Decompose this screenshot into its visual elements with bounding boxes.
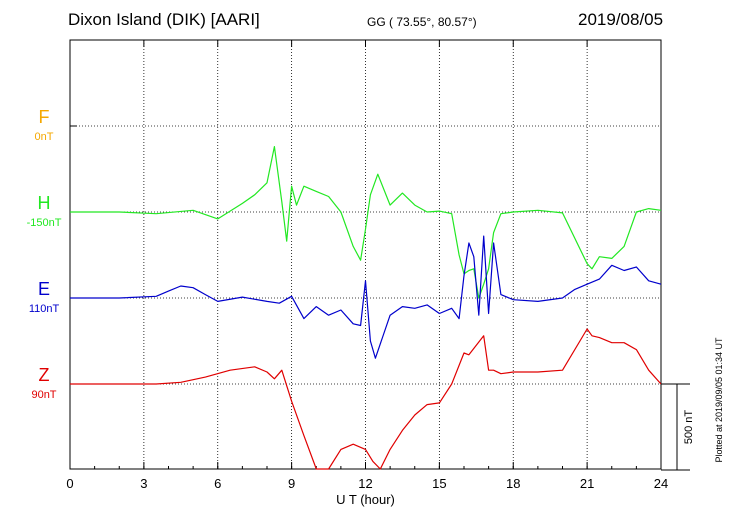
x-tick-label: 0	[66, 476, 73, 491]
series-line-z	[70, 328, 662, 470]
station-title: Dixon Island (DIK) [AARI]	[68, 10, 260, 29]
plot-frame	[69, 39, 662, 470]
series-offset-h: -150nT	[27, 217, 62, 229]
series-line-e	[70, 235, 662, 359]
series-offset-e: 110nT	[29, 303, 60, 315]
series-offset-z: 90nT	[31, 389, 56, 401]
x-tick-label: 6	[214, 476, 221, 491]
x-tick-label: 24	[654, 476, 668, 491]
horizontal-grid	[70, 125, 661, 385]
x-tick-label: 3	[140, 476, 147, 491]
series-name-z: Z	[39, 365, 50, 385]
x-tick-labels: 0 3 6 9 12 15 18 21 24	[66, 476, 668, 491]
geo-coordinates: GG ( 73.55°, 80.57°)	[367, 15, 477, 29]
vertical-grid	[143, 40, 588, 469]
x-tick-label: 18	[506, 476, 520, 491]
series-layer	[70, 146, 662, 470]
series-offset-f: 0nT	[35, 131, 54, 143]
plotted-timestamp: Plotted at 2019/09/05 01:34 UT	[714, 337, 724, 463]
x-tick-label: 12	[358, 476, 372, 491]
x-ticks	[69, 40, 662, 469]
series-name-f: F	[39, 107, 50, 127]
x-tick-label: 21	[580, 476, 594, 491]
series-name-e: E	[38, 279, 50, 299]
scale-bar-label: 500 nT	[683, 410, 695, 445]
x-tick-label: 9	[288, 476, 295, 491]
series-line-h	[70, 146, 662, 299]
series-name-h: H	[38, 193, 51, 213]
date-label: 2019/08/05	[578, 10, 664, 29]
series-labels: F 0nT H -150nT E 110nT Z 90nT	[27, 107, 62, 401]
x-tick-label: 15	[432, 476, 446, 491]
scale-bar: 500 nT	[661, 383, 695, 471]
x-axis-label: U T (hour)	[336, 492, 395, 507]
